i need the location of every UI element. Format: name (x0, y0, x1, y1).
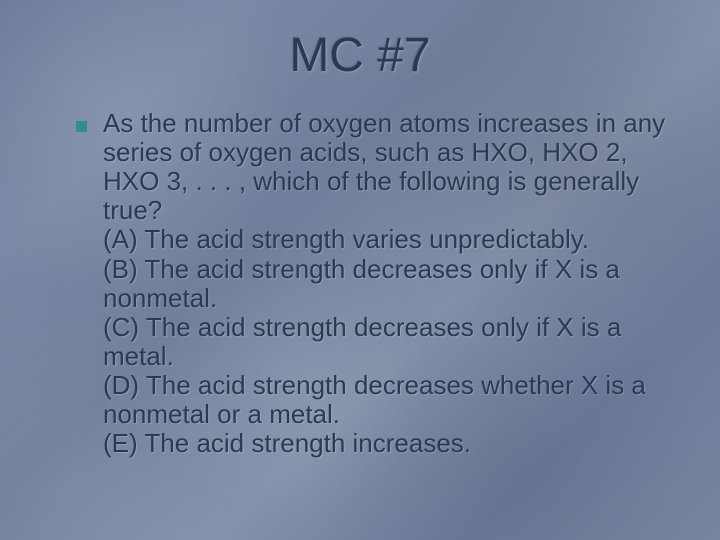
body-line: nonmetal. (103, 284, 672, 313)
question-body: As the number of oxygen atoms increases … (103, 109, 672, 458)
body-line: series of oxygen acids, such as HXO, HXO… (103, 138, 672, 167)
body-line: metal. (103, 342, 672, 371)
slide-title: MC #7 (48, 28, 672, 83)
body-line: HXO 3, . . . , which of the following is… (103, 167, 672, 196)
body-line: (B) The acid strength decreases only if … (103, 255, 672, 284)
body-line: true? (103, 196, 672, 225)
body-line: (C) The acid strength decreases only if … (103, 313, 672, 342)
body-row: As the number of oxygen atoms increases … (48, 109, 672, 458)
body-line: (D) The acid strength decreases whether … (103, 371, 672, 400)
slide: MC #7 As the number of oxygen atoms incr… (0, 0, 720, 540)
body-line: nonmetal or a metal. (103, 400, 672, 429)
body-line: As the number of oxygen atoms increases … (103, 109, 672, 138)
body-line: (A) The acid strength varies unpredictab… (103, 225, 672, 254)
body-line: (E) The acid strength increases. (103, 429, 672, 458)
square-bullet-icon (76, 121, 87, 132)
